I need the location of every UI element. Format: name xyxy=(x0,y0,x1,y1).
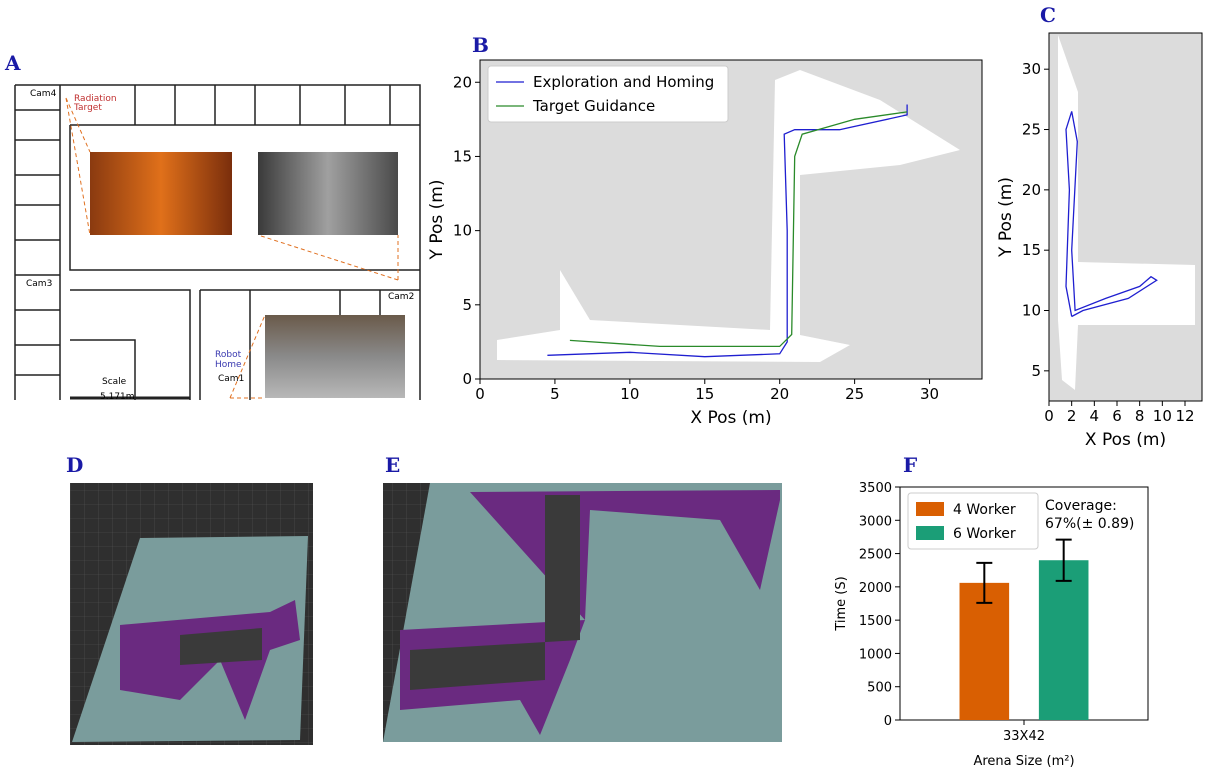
render-map xyxy=(120,600,300,720)
y-axis-label: Time (S) xyxy=(834,576,849,631)
y-tick-label: 10 xyxy=(1022,302,1041,320)
panel-label: B xyxy=(472,33,489,57)
annotation: 67%(± 0.89) xyxy=(1045,516,1134,532)
y-tick-label: 1500 xyxy=(859,614,892,629)
x-tick-label: 6 xyxy=(1112,407,1122,425)
x-tick-label: 20 xyxy=(770,385,789,403)
x-tick-label: 2 xyxy=(1067,407,1077,425)
x-axis-label: X Pos (m) xyxy=(690,408,771,428)
legend-label: Target Guidance xyxy=(532,97,655,115)
x-tick-label: 10 xyxy=(620,385,639,403)
x-tick-label: 8 xyxy=(1135,407,1145,425)
error-bar xyxy=(976,561,993,604)
trajectory xyxy=(547,104,908,358)
photo xyxy=(90,152,232,235)
annotation: Coverage: xyxy=(1045,498,1117,514)
floor-label: 5.171m xyxy=(100,392,135,402)
x-tick-label: 5 xyxy=(550,385,560,403)
y-tick-label: 15 xyxy=(453,147,472,165)
photo xyxy=(265,315,405,398)
legend-label: Exploration and Homing xyxy=(533,73,714,91)
plot-frame xyxy=(1048,32,1203,402)
y-tick-label: 5 xyxy=(462,296,472,314)
panel-label: E xyxy=(385,453,400,477)
bar xyxy=(959,582,1010,720)
panel-label: A xyxy=(4,51,21,75)
floor-label: Scale xyxy=(102,377,127,387)
floor-label: Target xyxy=(73,103,102,113)
x-axis-label: Arena Size (m²) xyxy=(973,754,1074,769)
render-map xyxy=(400,490,780,735)
floor-label: Robot xyxy=(215,350,242,360)
y-tick-label: 3500 xyxy=(859,481,892,496)
bar xyxy=(1038,560,1089,720)
legend-swatch xyxy=(916,526,944,540)
x-tick-label: 33X42 xyxy=(1003,729,1045,744)
panel-label: D xyxy=(66,453,83,477)
trajectory xyxy=(1065,111,1158,318)
y-tick-label: 1000 xyxy=(859,647,892,662)
floor-plan xyxy=(14,84,421,400)
x-axis-label: X Pos (m) xyxy=(1085,430,1166,450)
legend-label: 4 Worker xyxy=(953,502,1016,518)
y-tick-label: 30 xyxy=(1022,60,1041,78)
floor-label: Home xyxy=(215,360,242,370)
legend-box xyxy=(487,65,729,123)
x-tick-label: 0 xyxy=(1044,407,1054,425)
photo xyxy=(258,152,398,235)
y-tick-label: 500 xyxy=(867,681,892,696)
y-tick-label: 0 xyxy=(884,714,892,729)
y-tick-label: 20 xyxy=(453,73,472,91)
y-tick-label: 15 xyxy=(1022,241,1041,259)
callout-lines xyxy=(65,97,399,399)
map-free-space xyxy=(497,70,960,362)
x-tick-label: 12 xyxy=(1175,407,1194,425)
y-tick-label: 10 xyxy=(453,222,472,240)
x-tick-label: 0 xyxy=(475,385,485,403)
legend-swatch xyxy=(916,502,944,516)
x-tick-label: 25 xyxy=(845,385,864,403)
y-tick-label: 3000 xyxy=(859,514,892,529)
plot-frame xyxy=(479,59,983,380)
floor-label: Radiation xyxy=(74,94,117,104)
y-tick-label: 25 xyxy=(1022,121,1041,139)
floor-label: Cam4 xyxy=(30,89,57,99)
x-tick-label: 15 xyxy=(695,385,714,403)
y-axis-label: Y Pos (m) xyxy=(427,180,447,261)
y-tick-label: 2000 xyxy=(859,581,892,596)
x-tick-label: 10 xyxy=(1153,407,1172,425)
y-tick-label: 2500 xyxy=(859,548,892,563)
x-tick-label: 4 xyxy=(1090,407,1100,425)
x-tick-label: 30 xyxy=(920,385,939,403)
floor-label: Cam2 xyxy=(388,292,414,302)
floor-label: Cam1 xyxy=(218,374,244,384)
legend-label: 6 Worker xyxy=(953,526,1016,542)
y-tick-label: 5 xyxy=(1031,362,1041,380)
error-bar xyxy=(1055,538,1072,582)
y-tick-label: 20 xyxy=(1022,181,1041,199)
y-tick-label: 0 xyxy=(462,370,472,388)
y-axis-label: Y Pos (m) xyxy=(996,177,1016,258)
map-free-space xyxy=(1058,35,1195,390)
trajectory xyxy=(569,111,908,348)
panel-label: F xyxy=(903,453,917,477)
floor-label: Cam3 xyxy=(26,279,52,289)
panel-label: C xyxy=(1040,3,1056,27)
